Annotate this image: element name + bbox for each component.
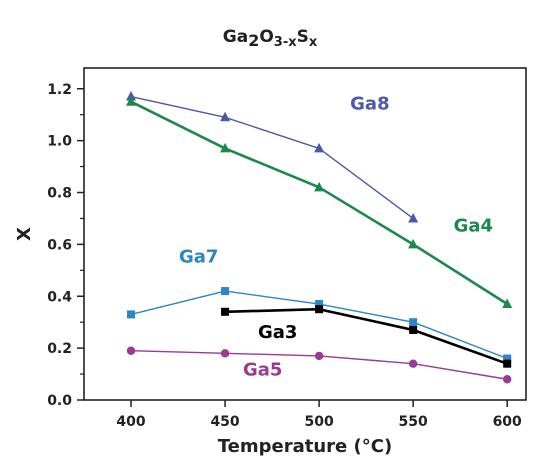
data-point xyxy=(220,111,231,122)
y-tick-label: 0.2 xyxy=(47,341,72,357)
data-point xyxy=(314,181,325,192)
data-point xyxy=(126,346,136,355)
chart-title-sub: x xyxy=(309,35,318,50)
data-point xyxy=(408,212,419,223)
series-ga5: Ga5 xyxy=(126,346,512,384)
series-ga7: Ga7 xyxy=(127,247,512,363)
series-line xyxy=(130,100,508,306)
data-point xyxy=(409,325,418,334)
data-point xyxy=(221,307,230,316)
data-point xyxy=(220,142,231,153)
series-label: Ga8 xyxy=(350,94,389,115)
series-ga4: Ga4 xyxy=(126,96,513,309)
chart-title-sub: 3-x xyxy=(274,35,297,50)
y-axis-label: X xyxy=(14,227,35,241)
x-tick-label: 400 xyxy=(116,414,145,430)
series-label: Ga5 xyxy=(243,359,282,380)
chart-title-part: S xyxy=(297,27,309,47)
y-tick-label: 0.4 xyxy=(47,289,72,305)
data-point xyxy=(127,310,136,319)
series-layer: Ga8 Ga4 Ga7 Ga3 Ga5 xyxy=(126,91,513,384)
data-point xyxy=(220,349,230,358)
series-label: Ga7 xyxy=(179,247,218,268)
series-ga8: Ga8 xyxy=(126,91,419,223)
y-tick-label: 0.6 xyxy=(47,237,72,253)
data-point xyxy=(126,91,137,101)
chart-title-part: Ga xyxy=(223,27,248,47)
data-point xyxy=(126,96,137,106)
chart-title: Ga2O3-xSx xyxy=(223,27,318,50)
chart-title-sub: 2 xyxy=(248,31,259,50)
y-tick-label: 0.8 xyxy=(47,186,72,202)
y-tick-label: 0.0 xyxy=(47,393,72,409)
data-point xyxy=(408,359,418,368)
series-line xyxy=(225,307,508,365)
data-point xyxy=(221,287,230,296)
data-point xyxy=(314,351,324,361)
x-tick-label: 550 xyxy=(399,414,428,430)
y-tick-label: 1.2 xyxy=(47,82,72,98)
data-point xyxy=(314,142,325,153)
data-point xyxy=(315,300,324,309)
data-point xyxy=(502,298,513,309)
data-point xyxy=(408,238,419,249)
data-point xyxy=(503,354,512,363)
x-tick-label: 600 xyxy=(493,414,522,430)
x-tick-label: 500 xyxy=(304,414,333,430)
y-tick-label: 1.0 xyxy=(47,134,72,150)
data-point xyxy=(503,359,512,368)
x-axis-label: Temperature (°C) xyxy=(218,436,392,457)
series-label: Ga3 xyxy=(258,322,297,343)
data-point xyxy=(409,318,418,327)
series-line xyxy=(130,95,414,219)
x-tick-label: 450 xyxy=(210,414,239,430)
x-axis: 400 450 500 550 600 xyxy=(116,400,522,430)
data-point xyxy=(315,305,324,314)
series-label: Ga4 xyxy=(454,215,493,236)
series-ga3: Ga3 xyxy=(221,305,512,368)
plot-frame xyxy=(83,67,527,401)
y-axis: 0.0 0.2 0.4 0.6 0.8 1.0 1.2 xyxy=(47,82,84,409)
chart-title-part: O xyxy=(259,27,273,47)
data-point xyxy=(502,375,512,384)
